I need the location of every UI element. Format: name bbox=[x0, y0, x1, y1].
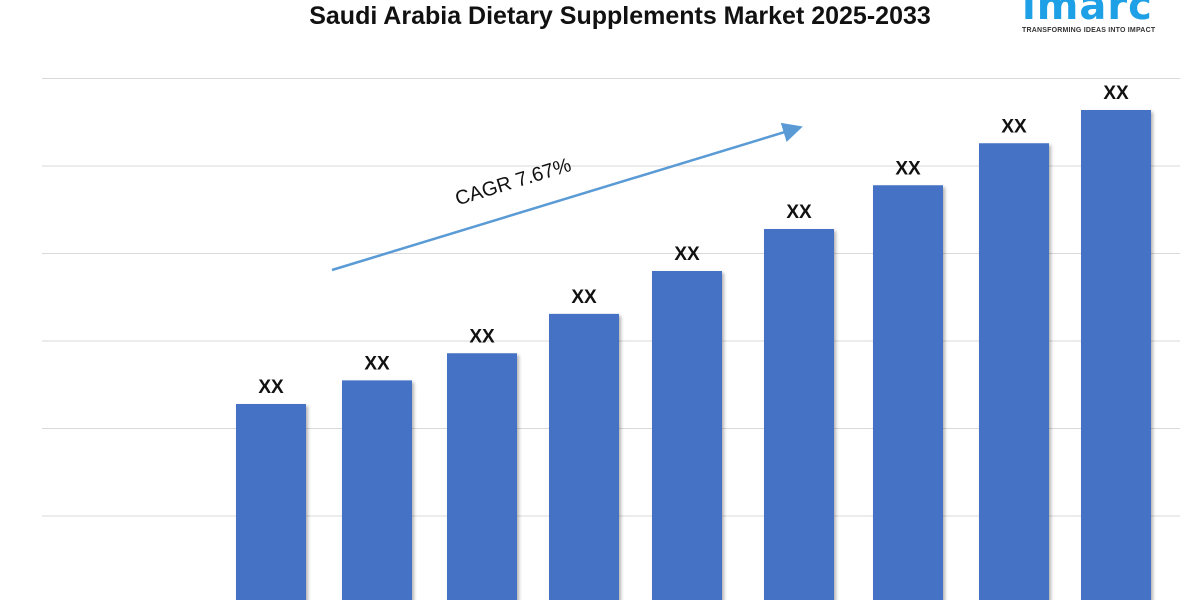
data-label-3: XX bbox=[469, 326, 495, 347]
bar-3 bbox=[447, 353, 517, 600]
data-label-4: XX bbox=[571, 287, 597, 308]
bar-8 bbox=[979, 143, 1049, 600]
bar-1 bbox=[236, 404, 306, 600]
data-label-2: XX bbox=[364, 353, 390, 374]
imarc-logo: imarc TRANSFORMING IDEAS INTO IMPACT bbox=[1022, 0, 1182, 34]
logo-word: imarc bbox=[1022, 0, 1153, 29]
chart-title: Saudi Arabia Dietary Supplements Market … bbox=[309, 2, 931, 30]
bar-6 bbox=[764, 229, 834, 600]
data-label-1: XX bbox=[258, 377, 284, 398]
bar-2 bbox=[342, 380, 412, 600]
logo-tagline: TRANSFORMING IDEAS INTO IMPACT bbox=[1022, 27, 1156, 34]
bar-5 bbox=[652, 271, 722, 600]
data-label-9: XX bbox=[1103, 83, 1129, 104]
data-label-8: XX bbox=[1001, 116, 1027, 137]
bar-7 bbox=[873, 185, 943, 600]
cagr-arrow bbox=[331, 122, 803, 272]
data-label-6: XX bbox=[786, 202, 812, 223]
bar-4 bbox=[549, 313, 619, 600]
bar-9 bbox=[1081, 110, 1151, 600]
data-label-7: XX bbox=[895, 158, 921, 179]
data-label-5: XX bbox=[674, 244, 700, 265]
